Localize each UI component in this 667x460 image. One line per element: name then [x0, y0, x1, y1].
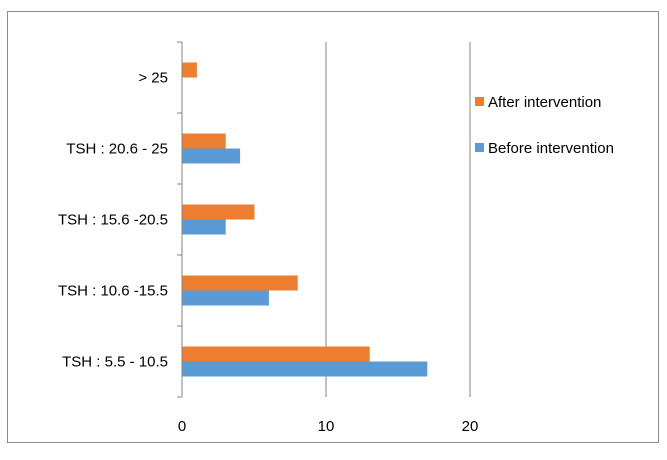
bar-after: [182, 346, 370, 362]
legend-swatch-after: [475, 97, 484, 106]
category-label: TSH : 15.6 -20.5: [58, 212, 168, 229]
x-tick-label: 10: [318, 418, 335, 435]
legend-label-after: After intervention: [488, 94, 601, 111]
bar-after: [182, 275, 298, 291]
bar-after: [182, 62, 197, 78]
bar-before: [182, 290, 269, 306]
category-label: TSH : 5.5 - 10.5: [62, 354, 168, 371]
gridlines: [325, 42, 471, 397]
x-tick-labels: 0 10 20: [178, 418, 479, 435]
bar-before: [182, 361, 428, 377]
category-label: TSH : 10.6 -15.5: [58, 283, 168, 300]
bar-after: [182, 133, 226, 149]
bar-series: [182, 62, 428, 377]
legend: After intervention Before intervention: [475, 94, 614, 157]
category-label: > 25: [138, 70, 168, 87]
legend-swatch-before: [475, 143, 484, 152]
category-labels: TSH : 5.5 - 10.5 TSH : 10.6 -15.5 TSH : 15…: [58, 70, 168, 371]
x-tick-label: 0: [178, 418, 186, 435]
category-label: TSH : 20.6 - 25: [66, 141, 168, 158]
bar-before: [182, 148, 241, 164]
x-tick-label: 20: [462, 418, 479, 435]
axes: [177, 41, 183, 398]
bar-before: [182, 219, 226, 235]
bar-after: [182, 204, 255, 220]
legend-label-before: Before intervention: [488, 140, 614, 157]
